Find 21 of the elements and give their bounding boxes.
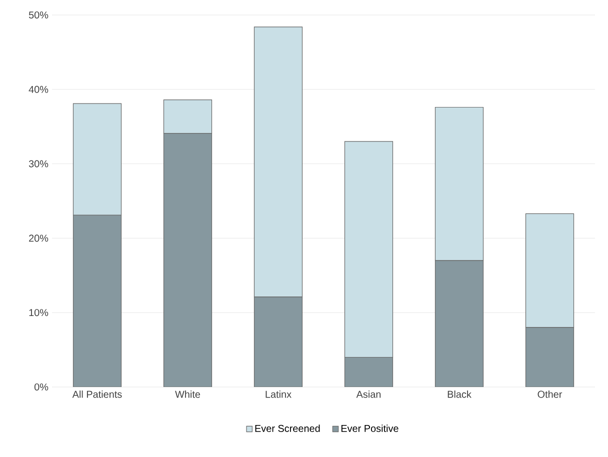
x-tick-label: All Patients (72, 390, 122, 398)
bar (344, 141, 394, 358)
x-tick-label: Black (448, 390, 472, 398)
x-tick-label: Other (538, 390, 562, 398)
bar (344, 356, 394, 387)
bar (163, 132, 212, 387)
bar (254, 296, 303, 387)
bar (525, 327, 574, 387)
bar (72, 214, 122, 387)
y-tick-label: 30% (28, 160, 48, 168)
bar (434, 260, 484, 387)
legend-label: Ever Positive (341, 424, 398, 432)
legend-label: Ever Screened (255, 424, 320, 432)
x-tick-label: Asian (356, 390, 381, 398)
y-tick-label: 50% (28, 11, 48, 19)
y-tick-label: 20% (29, 234, 48, 242)
x-tick-label: Latinx (266, 390, 292, 398)
y-tick-label: 0% (34, 383, 48, 391)
y-tick-label: 10% (29, 309, 48, 316)
x-tick-label: White (175, 390, 200, 398)
y-tick-label: 40% (28, 86, 48, 93)
